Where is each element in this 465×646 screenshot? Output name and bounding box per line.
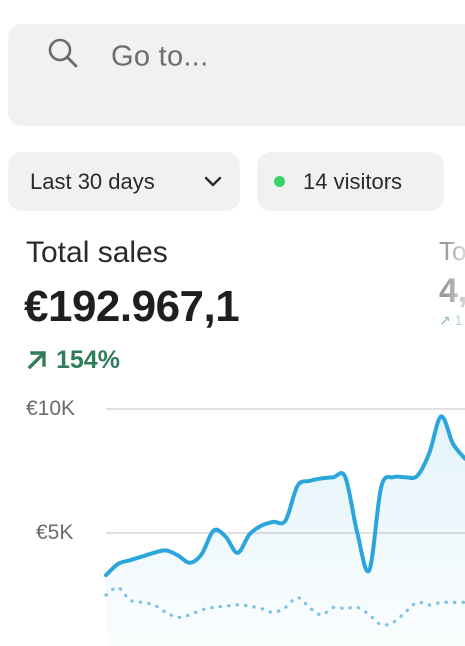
scroll-fade [445, 226, 465, 346]
date-range-label: Last 30 days [30, 168, 155, 194]
comparison-series-line [104, 585, 465, 627]
arrow-up-right-icon [27, 351, 46, 370]
metric-title: Total sales [26, 236, 168, 269]
live-visitors-button[interactable]: 14 visitors [257, 152, 444, 211]
metric-change-value: 154% [56, 345, 120, 374]
metric-change: 154% [26, 344, 120, 376]
search-icon[interactable] [46, 36, 80, 70]
live-status-dot [274, 176, 285, 187]
chevron-down-icon [204, 176, 222, 187]
series-area [106, 416, 465, 646]
y-tick-label: €5K [36, 521, 74, 544]
date-range-select[interactable]: Last 30 days [8, 152, 240, 211]
visitors-label: 14 visitors [303, 168, 403, 194]
metric-value: €192.967,1 [24, 282, 240, 331]
sales-series-line [104, 414, 465, 578]
y-tick-label: €10K [26, 397, 76, 420]
search-input[interactable]: Go to... [111, 40, 209, 73]
search-bar[interactable] [8, 24, 465, 126]
